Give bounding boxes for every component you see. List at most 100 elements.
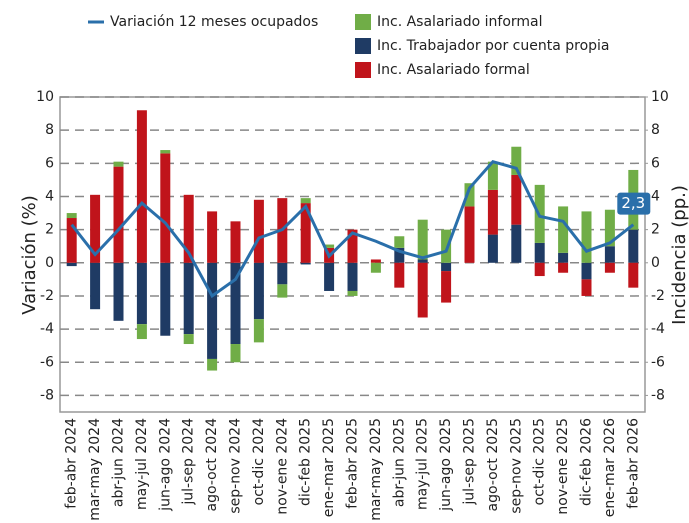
legend-swatch bbox=[355, 14, 371, 30]
legend-label: Variación 12 meses ocupados bbox=[110, 14, 318, 30]
bar bbox=[160, 150, 171, 154]
x-tick-label: ene-mar 2025 bbox=[321, 418, 337, 517]
y2-axis-label: Incidencia (pp.) bbox=[669, 185, 689, 325]
bar bbox=[230, 262, 241, 345]
y2-tick-label: 0 bbox=[651, 255, 660, 271]
bar bbox=[581, 279, 592, 296]
bar bbox=[604, 246, 615, 263]
bar bbox=[394, 262, 405, 288]
x-tick-label: ago-oct 2024 bbox=[204, 418, 220, 512]
bar bbox=[347, 290, 358, 296]
y-tick-label: 8 bbox=[45, 122, 54, 138]
bar bbox=[464, 183, 475, 207]
bar bbox=[581, 211, 592, 263]
bar bbox=[160, 262, 171, 336]
y2-tick-label: -4 bbox=[651, 321, 665, 337]
x-tick-label: abr-jun 2024 bbox=[111, 418, 127, 507]
x-tick-label: feb-abr 2025 bbox=[345, 418, 361, 509]
bar bbox=[66, 213, 77, 219]
x-tick-label: ago-oct 2025 bbox=[485, 418, 501, 511]
bar bbox=[511, 224, 522, 263]
bar bbox=[441, 271, 452, 303]
x-tick-label: may-jul 2025 bbox=[415, 418, 431, 510]
bar bbox=[300, 203, 311, 263]
bar bbox=[604, 209, 615, 247]
bar bbox=[90, 262, 101, 310]
x-tick-label: nov-ene 2024 bbox=[274, 418, 290, 515]
bar bbox=[558, 262, 569, 273]
bar bbox=[324, 244, 335, 248]
x-tick-label: jun-ago 2025 bbox=[438, 418, 454, 512]
bar bbox=[417, 262, 428, 318]
x-tick-label: feb-abr 2024 bbox=[64, 418, 80, 509]
bar bbox=[230, 221, 241, 263]
line bbox=[70, 159, 635, 299]
x-tick-label: mar-may 2025 bbox=[368, 418, 384, 521]
legend-swatch bbox=[355, 62, 371, 78]
bar bbox=[160, 153, 171, 263]
bar bbox=[66, 218, 77, 263]
y-tick-label: -8 bbox=[40, 387, 54, 403]
legend-swatch bbox=[355, 38, 371, 54]
x-tick-label: oct-dic 2024 bbox=[251, 418, 267, 505]
bar bbox=[558, 252, 569, 263]
bar bbox=[370, 262, 381, 273]
bar bbox=[136, 262, 147, 325]
bar bbox=[487, 189, 498, 235]
x-tick-label: dic-feb 2025 bbox=[298, 418, 314, 506]
y-tick-label: 6 bbox=[45, 155, 54, 171]
bar bbox=[417, 219, 428, 260]
x-tick-label: ene-mar 2026 bbox=[602, 418, 618, 517]
bar bbox=[300, 262, 311, 265]
bar bbox=[441, 229, 452, 263]
bar bbox=[230, 344, 241, 363]
bar bbox=[277, 262, 288, 285]
bar bbox=[207, 358, 218, 371]
bar bbox=[300, 198, 311, 204]
bar bbox=[277, 284, 288, 298]
y-tick-label: 2 bbox=[45, 222, 54, 238]
bar bbox=[487, 234, 498, 263]
bar bbox=[253, 199, 264, 263]
bar bbox=[394, 247, 405, 263]
bar bbox=[113, 262, 124, 321]
bar bbox=[90, 194, 101, 263]
bar bbox=[183, 262, 194, 335]
y2-tick-label: 10 bbox=[651, 89, 669, 105]
bar bbox=[628, 262, 639, 288]
bar bbox=[207, 211, 218, 263]
legend-label: Inc. Asalariado formal bbox=[377, 62, 530, 78]
bar bbox=[347, 229, 358, 263]
x-tick-label: feb-abr 2026 bbox=[625, 418, 641, 509]
y-tick-label: -2 bbox=[40, 288, 54, 304]
bar bbox=[324, 262, 335, 291]
bar bbox=[534, 242, 545, 263]
bar bbox=[183, 334, 194, 345]
y2-tick-label: 6 bbox=[651, 155, 660, 171]
bar bbox=[253, 319, 264, 343]
bar bbox=[604, 262, 615, 273]
bar bbox=[136, 324, 147, 340]
bar bbox=[558, 206, 569, 253]
x-tick-label: nov-ene 2025 bbox=[555, 418, 571, 515]
x-tick-label: may-jul 2024 bbox=[134, 418, 150, 510]
bar bbox=[253, 262, 264, 320]
bar bbox=[113, 161, 124, 167]
bar bbox=[347, 262, 358, 291]
x-tick-label: oct-dic 2025 bbox=[532, 418, 548, 505]
x-tick-label: dic-feb 2026 bbox=[579, 418, 595, 506]
y-tick-label: 10 bbox=[36, 89, 54, 105]
x-tick-label: jul-sep 2024 bbox=[181, 418, 197, 506]
x-tick-label: jun-ago 2024 bbox=[157, 418, 173, 512]
bar bbox=[66, 262, 77, 267]
bar bbox=[464, 206, 475, 263]
bar bbox=[113, 166, 124, 263]
bar bbox=[487, 161, 498, 190]
bar bbox=[394, 236, 405, 248]
bar bbox=[628, 229, 639, 263]
y2-tick-label: -2 bbox=[651, 288, 665, 304]
bar bbox=[511, 174, 522, 225]
y2-tick-label: -8 bbox=[651, 387, 665, 403]
bar bbox=[370, 259, 381, 263]
